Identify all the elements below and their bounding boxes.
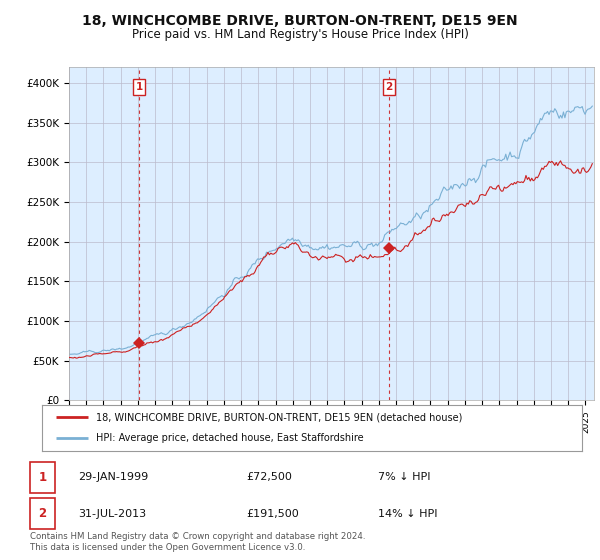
Text: 14% ↓ HPI: 14% ↓ HPI (378, 509, 437, 519)
Text: 1: 1 (38, 471, 47, 484)
Text: Price paid vs. HM Land Registry's House Price Index (HPI): Price paid vs. HM Land Registry's House … (131, 28, 469, 41)
Text: 18, WINCHCOMBE DRIVE, BURTON-ON-TRENT, DE15 9EN: 18, WINCHCOMBE DRIVE, BURTON-ON-TRENT, D… (82, 14, 518, 28)
Text: 7% ↓ HPI: 7% ↓ HPI (378, 473, 431, 482)
Text: Contains HM Land Registry data © Crown copyright and database right 2024.
This d: Contains HM Land Registry data © Crown c… (30, 532, 365, 552)
Text: £72,500: £72,500 (246, 473, 292, 482)
Text: 2: 2 (38, 507, 47, 520)
Text: 2: 2 (385, 82, 392, 92)
Text: 29-JAN-1999: 29-JAN-1999 (78, 473, 148, 482)
Text: £191,500: £191,500 (246, 509, 299, 519)
Text: HPI: Average price, detached house, East Staffordshire: HPI: Average price, detached house, East… (96, 433, 364, 444)
Text: 31-JUL-2013: 31-JUL-2013 (78, 509, 146, 519)
Text: 1: 1 (136, 82, 143, 92)
Text: 18, WINCHCOMBE DRIVE, BURTON-ON-TRENT, DE15 9EN (detached house): 18, WINCHCOMBE DRIVE, BURTON-ON-TRENT, D… (96, 412, 463, 422)
